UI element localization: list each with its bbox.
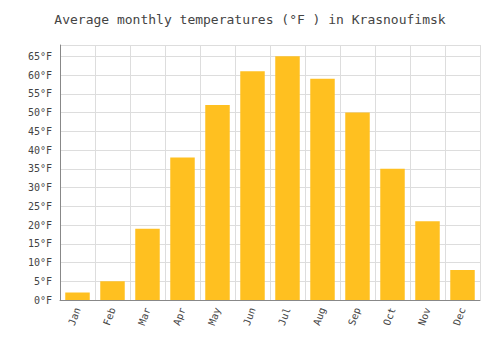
svg-text:Jan: Jan xyxy=(66,306,83,327)
svg-text:Dec: Dec xyxy=(451,306,468,327)
svg-text:Aug: Aug xyxy=(311,306,328,327)
svg-text:55°F: 55°F xyxy=(28,88,52,99)
svg-text:0°F: 0°F xyxy=(34,295,52,306)
svg-text:Average monthly temperatures (: Average monthly temperatures (°F ) in Kr… xyxy=(54,12,446,27)
svg-text:40°F: 40°F xyxy=(28,145,52,156)
svg-text:20°F: 20°F xyxy=(28,220,52,231)
svg-text:May: May xyxy=(206,306,223,327)
svg-text:Apr: Apr xyxy=(171,306,188,327)
svg-text:35°F: 35°F xyxy=(28,163,52,174)
svg-text:10°F: 10°F xyxy=(28,257,52,268)
svg-text:45°F: 45°F xyxy=(28,126,52,137)
svg-text:Mar: Mar xyxy=(136,306,153,327)
svg-text:Oct: Oct xyxy=(381,306,398,327)
svg-text:25°F: 25°F xyxy=(28,201,52,212)
svg-text:65°F: 65°F xyxy=(28,51,52,62)
svg-text:15°F: 15°F xyxy=(28,238,52,249)
svg-text:Feb: Feb xyxy=(101,306,118,327)
svg-text:30°F: 30°F xyxy=(28,182,52,193)
svg-text:Nov: Nov xyxy=(416,306,433,327)
svg-text:5°F: 5°F xyxy=(34,276,52,287)
svg-text:60°F: 60°F xyxy=(28,70,52,81)
svg-text:Jun: Jun xyxy=(241,306,258,327)
svg-text:Jul: Jul xyxy=(276,306,293,327)
svg-text:50°F: 50°F xyxy=(28,107,52,118)
svg-text:Sep: Sep xyxy=(346,306,363,327)
